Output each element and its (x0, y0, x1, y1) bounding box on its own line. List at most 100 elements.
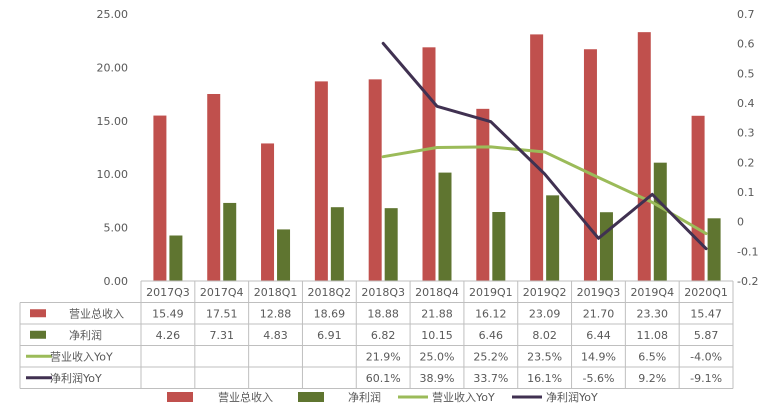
x-tick-label: 2019Q3 (577, 286, 621, 299)
table-cell-value: 21.70 (583, 307, 615, 320)
y-left-tick-label: 25.00 (97, 8, 129, 21)
legend-label: 净利润 (348, 390, 381, 404)
bar-net-profit (277, 229, 291, 281)
table-cell-value: 17.51 (206, 307, 238, 320)
table-cell-value: -9.1% (690, 372, 722, 385)
table-row-label: 营业总收入 (69, 306, 124, 320)
bar-revenue (530, 34, 544, 281)
bar-net-profit (330, 207, 344, 281)
bar-net-profit (492, 212, 506, 281)
y-right-tick-label: 0.7 (737, 8, 755, 21)
x-tick-label: 2019Q1 (469, 286, 513, 299)
table-cell-value: 6.82 (371, 329, 396, 342)
table-cell-value: 12.88 (260, 307, 292, 320)
bar-revenue (314, 81, 328, 281)
table-cell-value: 10.15 (421, 329, 453, 342)
table-cell-value: 6.91 (317, 329, 342, 342)
table-cell-value: 18.69 (314, 307, 346, 320)
y-left-tick-label: 20.00 (97, 61, 129, 74)
bar-revenue (476, 108, 490, 281)
table-cell-value: 60.1% (366, 372, 401, 385)
table-cell-value: 11.08 (637, 329, 669, 342)
table-cell-value: 25.0% (420, 350, 455, 363)
x-tick-label: 2019Q2 (523, 286, 567, 299)
y-right-tick-label: 0.3 (737, 127, 755, 140)
table-cell-value: 23.30 (637, 307, 669, 320)
table-cell-value: 8.02 (532, 329, 557, 342)
table-cell-value: 23.5% (527, 350, 562, 363)
table-legend-key (30, 330, 46, 339)
table-cell-value: 25.2% (473, 350, 508, 363)
bar-revenue (691, 115, 705, 282)
table-cell-value: 6.44 (586, 329, 611, 342)
table-cell-value: 33.7% (473, 372, 508, 385)
bar-net-profit (169, 235, 183, 281)
table-cell-value: 4.26 (156, 329, 181, 342)
x-tick-label: 2017Q4 (200, 286, 244, 299)
table-row-label: 营业收入YoY (50, 349, 113, 363)
y-right-tick-label: 0.4 (737, 97, 755, 110)
x-tick-label: 2019Q4 (630, 286, 674, 299)
table-cell-value: 38.9% (420, 372, 455, 385)
table-cell-value: 15.47 (690, 307, 722, 320)
bar-revenue (368, 79, 382, 281)
table-cell-value: 23.09 (529, 307, 561, 320)
table-cell-value: -4.0% (690, 350, 722, 363)
table-cell-value: 6.5% (638, 350, 666, 363)
table-cell-value: 6.46 (479, 329, 504, 342)
x-tick-label: 2018Q1 (254, 286, 298, 299)
bar-net-profit (707, 218, 721, 281)
table-row-label: 净利润 (69, 328, 102, 342)
line-net-profit-yoy (381, 41, 708, 251)
bar-net-profit (384, 208, 398, 281)
legend-label: 营业总收入 (218, 390, 273, 404)
bar-revenue (637, 32, 651, 281)
bar-revenue (261, 143, 275, 281)
bar-revenue (207, 93, 221, 282)
bar-net-profit (653, 162, 667, 281)
y-right-tick-label: 0.1 (737, 186, 755, 199)
table-cell-value: 21.88 (421, 307, 453, 320)
table-cell-value: 14.9% (581, 350, 616, 363)
x-tick-label: 2018Q2 (308, 286, 352, 299)
x-tick-label: 2017Q3 (146, 286, 190, 299)
y-right-tick-label: 0 (737, 216, 744, 229)
table-cell-value: 5.87 (694, 329, 719, 342)
y-left-tick-label: 0.00 (104, 275, 129, 288)
y-right-tick-label: 0.2 (737, 156, 755, 169)
bar-revenue (153, 115, 167, 281)
legend-label: 营业收入YoY (432, 390, 495, 404)
line-revenue-yoy (381, 145, 708, 236)
table-cell-value: 7.31 (209, 329, 234, 342)
legend-key (298, 392, 324, 402)
table-cell-value: 18.88 (367, 307, 399, 320)
y-left-tick-label: 10.00 (97, 168, 129, 181)
bar-net-profit (223, 202, 237, 281)
x-tick-label: 2018Q4 (415, 286, 459, 299)
bar-net-profit (546, 195, 560, 281)
y-right-tick-label: -0.1 (737, 245, 758, 258)
bar-revenue (422, 47, 436, 282)
legend-label: 净利润YoY (546, 390, 598, 404)
x-tick-label: 2020Q1 (684, 286, 728, 299)
table-cell-value: 9.2% (638, 372, 666, 385)
y-left-tick-label: 15.00 (97, 115, 129, 128)
table-cell-value: -5.6% (582, 372, 614, 385)
x-tick-label: 2018Q3 (361, 286, 405, 299)
bar-net-profit (438, 172, 452, 281)
y-right-tick-label: -0.2 (737, 275, 758, 288)
bar-revenue (583, 49, 597, 281)
table-cell-value: 16.12 (475, 307, 507, 320)
y-right-tick-label: 0.5 (737, 67, 755, 80)
y-left-tick-label: 5.00 (104, 222, 129, 235)
table-cell-value: 4.83 (263, 329, 288, 342)
y-right-tick-label: 0.6 (737, 38, 755, 51)
table-cell-value: 21.9% (366, 350, 401, 363)
table-cell-value: 16.1% (527, 372, 562, 385)
table-cell-value: 15.49 (152, 307, 184, 320)
legend-key (167, 392, 193, 402)
table-row-label: 净利润YoY (50, 371, 102, 385)
bar-net-profit (599, 212, 613, 281)
table-legend-key (30, 309, 46, 318)
